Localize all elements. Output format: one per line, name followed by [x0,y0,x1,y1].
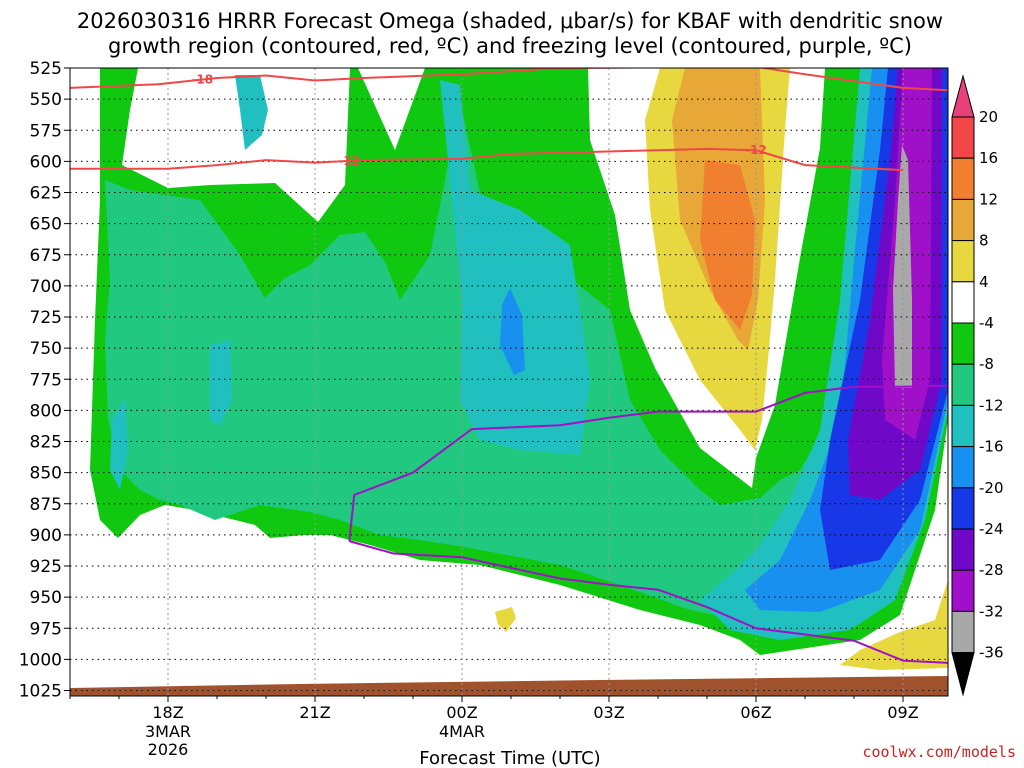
y-tick-label: 550 [30,90,62,110]
omega-fill-orange [700,160,755,330]
contour-line [348,384,948,542]
colorbar-label: 4 [979,273,989,291]
colorbar-swatch [951,116,975,159]
plot-area [70,68,948,696]
colorbar-label: 20 [979,108,998,126]
contour-label: -12 [338,154,360,168]
contour-line [70,147,904,172]
colorbar-label: -12 [979,396,1004,414]
x-tick-label: 09Z [887,703,918,722]
chart-title-line1: 2026030316 HRRR Forecast Omega (shaded, … [77,9,943,33]
colorbar-swatch [951,569,975,612]
y-tick-label: 725 [30,308,62,328]
plot-border [69,67,949,697]
omega-fill-yellow-3 [495,607,516,632]
y-tick-label: 775 [30,370,62,390]
colorbar-swatch [951,610,975,654]
y-tick-label: 650 [30,215,62,235]
y-tick-label: 600 [30,152,62,172]
colorbar-label: -4 [979,314,994,332]
colorbar-label: -36 [979,644,1004,662]
y-tick-label: 1000 [19,650,62,670]
colorbar-swatch [951,487,975,530]
x-tick-label: 06Z [740,703,771,722]
x-tick-label: 00Z [446,703,477,722]
omega-fill-blue [500,288,525,375]
y-tick-label: 975 [30,619,62,639]
contour-line [349,540,948,664]
y-tick-label: 825 [30,433,62,453]
omega-fill-grey [893,145,912,388]
x-tick-date: 4MAR [439,722,485,741]
omega-fill-teal-2 [235,75,268,150]
y-tick-label: 1025 [19,682,62,702]
terrain-surface [70,676,948,696]
y-tick-label: 675 [30,246,62,266]
x-tick-label: 21Z [299,703,330,722]
x-axis-title: Forecast Time (UTC) [419,748,600,768]
y-tick-label: 950 [30,588,62,608]
colorbar-label: -32 [979,602,1004,620]
colorbar: 20 16 12 8 4 -4 -8 -12 -16 -20 -24 -28 -32 -36 [951,74,1004,697]
contour-line [70,68,948,92]
x-tick-label: 03Z [593,703,624,722]
y-tick-label: 700 [30,277,62,297]
omega-fill-teal-4 [110,398,128,490]
y-tick-label: 900 [30,526,62,546]
colorbar-swatch [951,404,975,448]
y-tick-label: 750 [30,339,62,359]
colorbar-top-arrow [951,74,975,118]
omega-fill-teal-3 [210,340,232,425]
y-tick-label: 925 [30,557,62,577]
colorbar-label: -24 [979,520,1004,538]
contour-label: -12 [745,143,767,157]
x-tick-date: 3MAR [145,722,191,741]
colorbar-swatch [951,322,975,365]
colorbar-swatch [951,446,975,489]
colorbar-label: -20 [979,479,1004,497]
colorbar-label: -8 [979,355,994,373]
colorbar-swatch [951,363,975,406]
credit-text: coolwx.com/models [862,743,1016,761]
colorbar-swatch [951,198,975,242]
colorbar-label: 12 [979,190,998,208]
y-tick-label: 625 [30,184,62,204]
colorbar-swatch [951,240,975,283]
colorbar-swatch [951,528,975,571]
colorbar-label: 8 [979,232,989,250]
x-tick-year: 2026 [148,740,189,759]
y-tick-label: 850 [30,464,62,484]
x-tick-label: 18Z [152,703,183,722]
y-tick-label: 575 [30,121,62,141]
colorbar-label: -16 [979,438,1004,456]
colorbar-label: 16 [979,149,998,167]
colorbar-swatch [951,157,975,200]
colorbar-bottom-arrow [951,652,975,697]
y-axis: 525 550 575 600 625 650 675 700 725 750 775 800 825 8… [19,59,70,702]
chart-title-line2: growth region (contoured, red, ºC) and f… [108,34,912,58]
y-tick-label: 875 [30,495,62,515]
y-tick-label: 800 [30,401,62,421]
contour-label: -18 [191,73,213,87]
contour-lines: -18 -12 -12 [70,68,948,664]
omega-fill-teal [440,80,590,455]
omega-fill-yellow-2 [840,580,948,670]
y-tick-label: 525 [30,59,62,79]
colorbar-label: -28 [979,561,1004,579]
colorbar-swatch [951,281,975,324]
